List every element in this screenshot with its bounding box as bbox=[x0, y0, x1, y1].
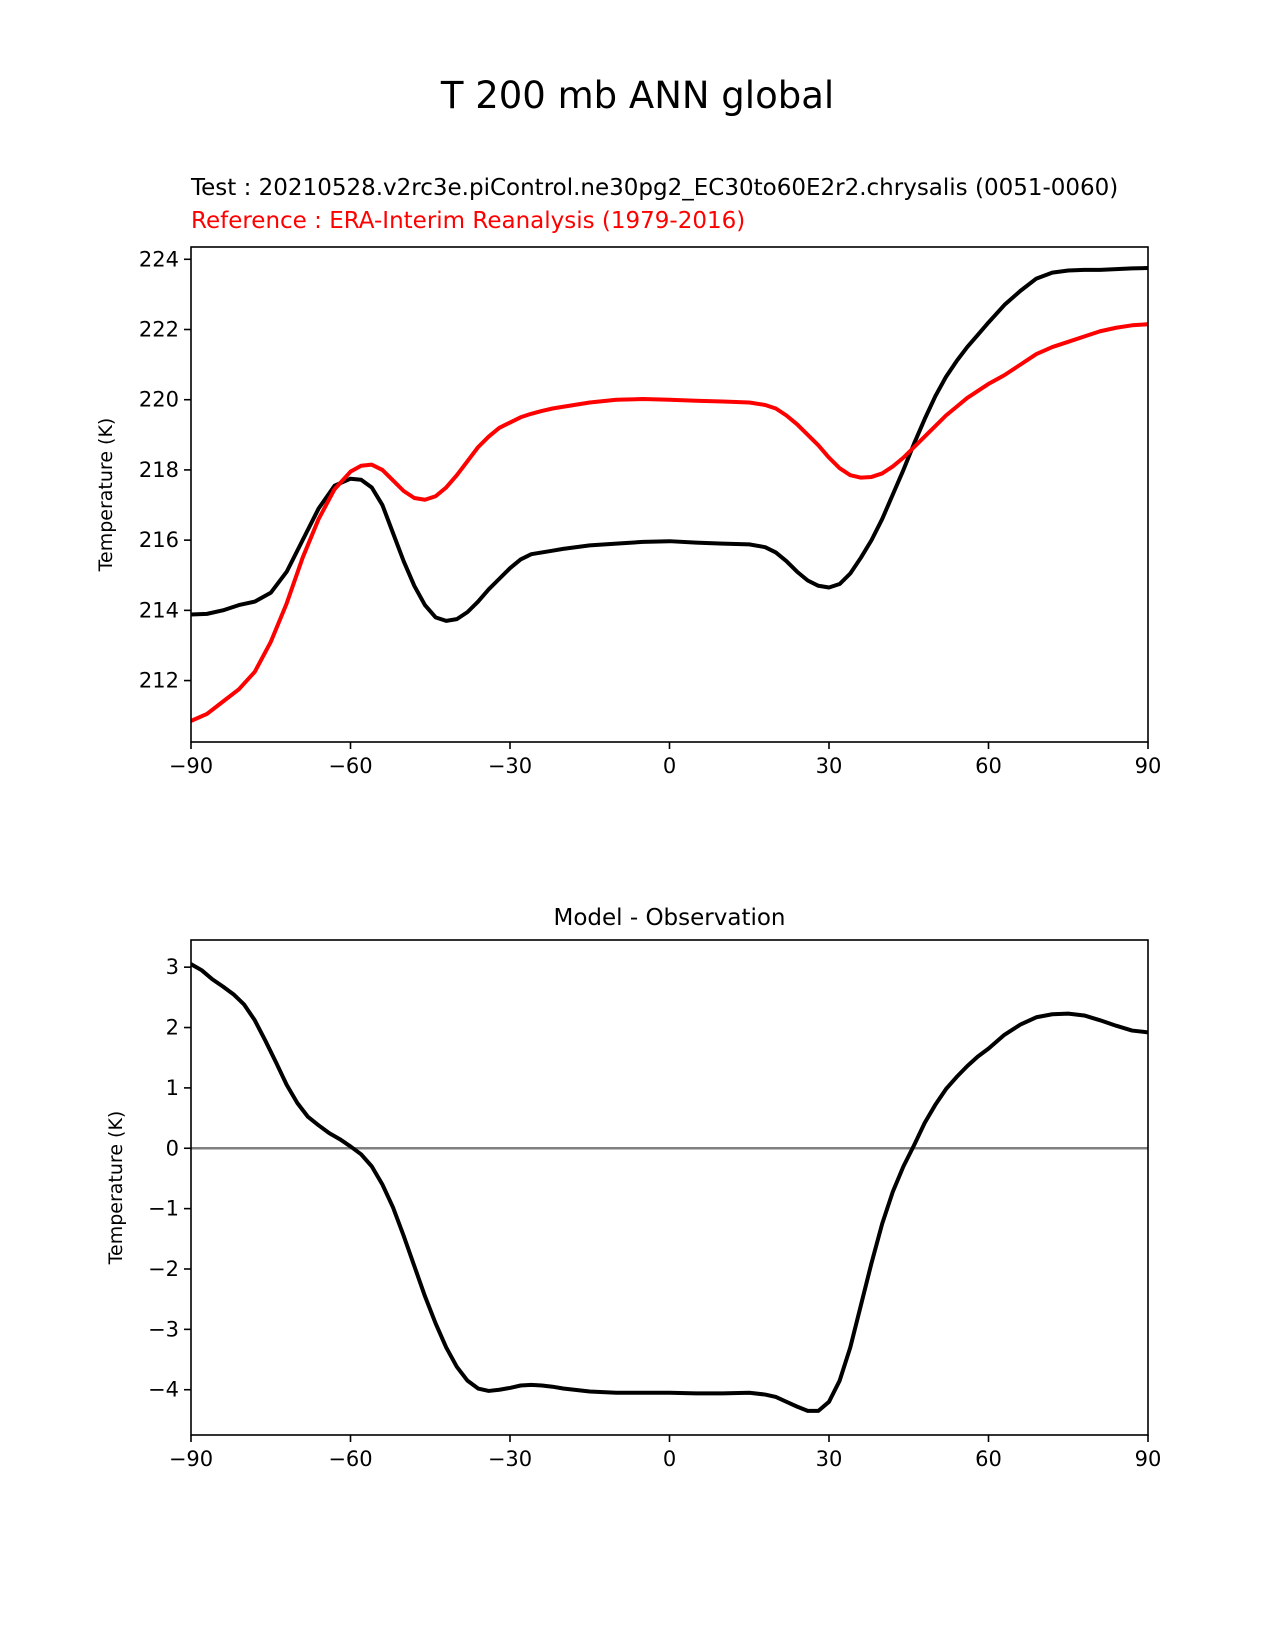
y-tick-label: 218 bbox=[139, 458, 179, 482]
x-tick-label: −60 bbox=[328, 754, 372, 778]
x-tick-label: 90 bbox=[1135, 1447, 1162, 1471]
y-axis-label: Temperature (K) bbox=[105, 1111, 127, 1266]
x-tick-label: −90 bbox=[169, 754, 213, 778]
x-tick-label: −30 bbox=[488, 754, 532, 778]
x-tick-label: −60 bbox=[328, 1447, 372, 1471]
x-tick-label: −90 bbox=[169, 1447, 213, 1471]
bottom-panel-plot: −90 −60 −30 0 30 60 90 −4 −3 −2 −1 0 1 2 3 Temperature … bbox=[105, 939, 1162, 1471]
test-series-line bbox=[191, 266, 1148, 623]
x-tick-label: 0 bbox=[663, 1447, 676, 1471]
y-tick-label: −3 bbox=[148, 1317, 179, 1341]
y-tick-label: 224 bbox=[139, 247, 179, 271]
y-tick-label: 212 bbox=[139, 669, 179, 693]
y-tick-label: 3 bbox=[166, 955, 179, 979]
y-tick-label: 216 bbox=[139, 528, 179, 552]
reference-series-line bbox=[191, 322, 1148, 723]
x-tick-label: 0 bbox=[663, 754, 676, 778]
difference-series-line bbox=[191, 962, 1148, 1413]
reference-dataset-label: Reference : ERA-Interim Reanalysis (1979… bbox=[191, 208, 746, 234]
x-tick-label: 30 bbox=[816, 754, 843, 778]
y-axis-label: Temperature (K) bbox=[95, 418, 117, 573]
test-dataset-label: Test : 20210528.v2rc3e.piControl.ne30pg2… bbox=[191, 175, 1119, 201]
y-tick-label: 220 bbox=[139, 388, 179, 412]
figure-title: T 200 mb ANN global bbox=[440, 74, 835, 117]
x-tick-label: 60 bbox=[975, 1447, 1002, 1471]
top-panel-plot: −90 −60 −30 0 30 60 90 212 214 216 218 220 222 224 Tem… bbox=[95, 246, 1162, 778]
axes-frame bbox=[190, 939, 1149, 1436]
y-tick-label: 0 bbox=[166, 1136, 179, 1160]
x-tick-label: −30 bbox=[488, 1447, 532, 1471]
y-tick-label: 214 bbox=[139, 598, 179, 622]
y-tick-label: 222 bbox=[139, 318, 179, 342]
axes-frame bbox=[190, 246, 1149, 743]
y-tick-label: 2 bbox=[166, 1016, 179, 1040]
y-tick-label: −2 bbox=[148, 1257, 179, 1281]
difference-panel-title: Model - Observation bbox=[553, 905, 786, 931]
x-tick-label: 90 bbox=[1135, 754, 1162, 778]
y-tick-label: 1 bbox=[166, 1076, 179, 1100]
y-tick-label: −1 bbox=[148, 1197, 179, 1221]
x-tick-label: 60 bbox=[975, 754, 1002, 778]
y-tick-label: −4 bbox=[148, 1378, 179, 1402]
x-tick-label: 30 bbox=[816, 1447, 843, 1471]
